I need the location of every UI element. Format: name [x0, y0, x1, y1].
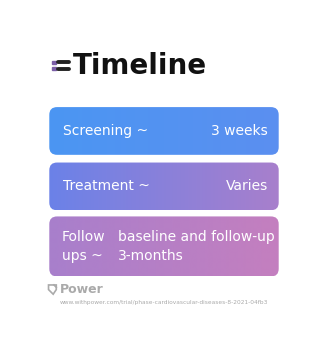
Text: Power: Power [60, 283, 104, 296]
Text: 3 weeks: 3 weeks [211, 124, 268, 138]
Bar [52, 67, 55, 70]
Text: www.withpower.com/trial/phase-cardiovascular-diseases-8-2021-04fb3: www.withpower.com/trial/phase-cardiovasc… [60, 300, 268, 305]
Text: Varies: Varies [226, 179, 268, 193]
Text: Screening ~: Screening ~ [63, 124, 148, 138]
Text: baseline and follow-up at
3-months: baseline and follow-up at 3-months [117, 230, 293, 263]
Bar [52, 61, 55, 64]
Text: Treatment ~: Treatment ~ [63, 179, 150, 193]
Text: Follow
ups ~: Follow ups ~ [62, 230, 105, 263]
Text: Timeline: Timeline [73, 51, 207, 79]
